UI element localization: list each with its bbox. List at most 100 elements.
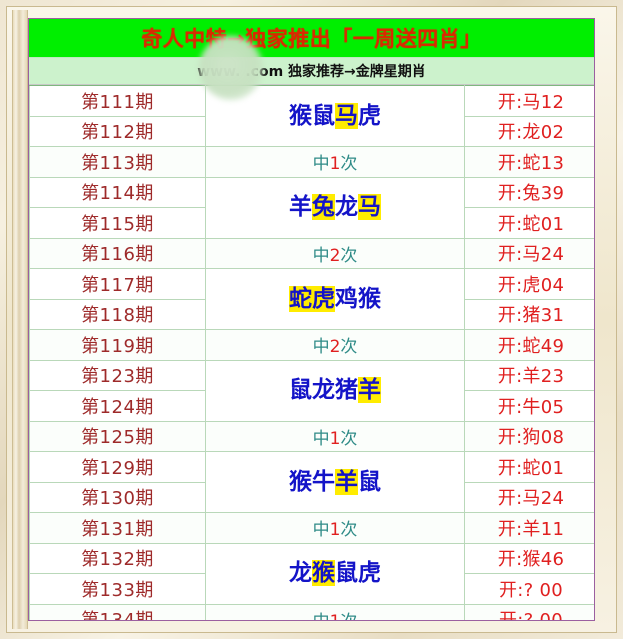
table-row: 第131期 中1次 开:羊11: [29, 512, 594, 544]
zodiac-char: 龙: [289, 560, 312, 586]
hit-prefix: 中: [313, 612, 330, 620]
sub-banner-title: www. .com 独家推荐→金牌星期肖: [197, 64, 426, 80]
period-label: 第129期: [81, 457, 154, 479]
period-label: 第118期: [81, 305, 154, 327]
hit-number: 2: [329, 337, 341, 358]
period-cell: 第117期: [29, 268, 206, 300]
zodiac-char: 猴: [289, 102, 312, 129]
open-result-cell: 开:羊23: [464, 359, 594, 391]
period-label: 第117期: [81, 274, 154, 296]
zodiac-group: 蛇虎鸡猴: [289, 285, 381, 312]
zodiac-group: 龙猴鼠虎: [289, 560, 381, 586]
zodiac-char-highlighted: 蛇: [289, 285, 312, 312]
period-label: 第112期: [81, 122, 154, 144]
table-row: 第124期 开:牛05: [29, 390, 594, 422]
period-cell: 第133期: [29, 573, 206, 605]
open-result-cell: 开:马24: [464, 481, 594, 513]
hit-number: 2: [329, 245, 341, 266]
hit-number: 1: [329, 154, 341, 175]
open-result-label: 开:猴46: [497, 549, 565, 571]
table-row: 第133期 开:? 00: [29, 573, 594, 605]
hit-number: 1: [329, 520, 341, 541]
hit-prefix: 中: [312, 245, 330, 266]
zodiac-char: 鸡: [335, 285, 358, 312]
period-cell: 第134期: [29, 603, 206, 620]
period-label: 第115期: [81, 213, 154, 235]
period-cell: 第116期: [29, 237, 206, 269]
zodiac-char-highlighted: 马: [358, 194, 381, 220]
hit-count-cell: 中2次: [205, 329, 465, 361]
zodiac-char: 鼠: [358, 468, 381, 495]
hit-prefix: 中: [312, 154, 330, 175]
zodiac-group: 羊兔龙马: [289, 194, 381, 220]
period-cell: 第132期: [29, 542, 206, 574]
zodiac-group: 猴鼠马虎: [289, 102, 381, 129]
prediction-card: 奇人中特→独家推出「一周送四肖」 www. .com 独家推荐→金牌星期肖 第1…: [28, 18, 595, 621]
hit-number: 1: [329, 428, 341, 449]
zodiac-char: 鼠: [335, 560, 358, 586]
table-row: 第123期鼠龙猪羊 开:羊23: [29, 359, 594, 422]
zodiac-char-highlighted: 虎: [312, 285, 335, 312]
period-label: 第124期: [81, 396, 154, 418]
table-row: 第116期 中2次 开:马24: [29, 237, 594, 269]
zodiac-group: 鼠龙猪羊: [289, 377, 381, 403]
open-result-cell: 开:马12: [464, 85, 594, 117]
open-result-label: 开:兔39: [497, 183, 565, 205]
hit-suffix: 次: [340, 428, 358, 449]
table-row: 第125期 中1次 开:狗08: [29, 420, 594, 452]
open-result-cell: 开:马24: [464, 237, 594, 269]
open-result-cell: 开:虎04: [464, 268, 594, 300]
period-label: 第123期: [81, 366, 154, 388]
zodiac-char-highlighted: 马: [335, 102, 358, 129]
period-label: 第116期: [81, 244, 154, 266]
open-result-cell: 开:? 00: [464, 603, 594, 620]
main-banner-title: 奇人中特→独家推出「一周送四肖」: [141, 27, 482, 51]
hit-suffix: 次: [340, 612, 357, 620]
period-label: 第125期: [81, 427, 154, 449]
zodiac-prediction-cell: 龙猴鼠虎: [205, 542, 465, 605]
hit-count-label: 中2次: [313, 337, 358, 357]
zodiac-char: 猴: [358, 285, 381, 312]
period-cell: 第118期: [29, 298, 206, 330]
table-row: 第114期羊兔龙马 开:兔39: [29, 176, 594, 239]
open-result-label: 开:马24: [497, 488, 565, 510]
open-result-label: 开:蛇01: [497, 213, 565, 235]
period-cell: 第115期: [29, 207, 206, 239]
main-banner: 奇人中特→独家推出「一周送四肖」: [29, 19, 594, 58]
open-result-label: 开:虎04: [497, 274, 565, 296]
table-row: 第115期 开:蛇01: [29, 207, 594, 239]
period-label: 第131期: [81, 518, 154, 540]
open-result-cell: 开:兔39: [464, 176, 594, 208]
hit-suffix: 次: [340, 245, 358, 266]
period-cell: 第129期: [29, 451, 206, 483]
decorative-left-ribs: [12, 10, 28, 629]
zodiac-char: 鼠: [312, 102, 335, 129]
zodiac-prediction-cell: 猴鼠马虎: [205, 85, 465, 147]
zodiac-prediction-cell: 猴牛羊鼠: [205, 451, 465, 513]
open-result-cell: 开:蛇49: [464, 329, 594, 361]
table-row: 第113期 中1次 开:蛇13: [29, 146, 594, 178]
open-result-cell: 开:狗08: [464, 420, 594, 452]
zodiac-char: 羊: [289, 194, 312, 220]
table-row: 第132期龙猴鼠虎 开:猴46: [29, 542, 594, 605]
zodiac-char-highlighted: 羊: [358, 377, 381, 403]
zodiac-group: 猴牛羊鼠: [289, 468, 381, 495]
period-cell: 第124期: [29, 390, 206, 422]
period-cell: 第131期: [29, 512, 206, 544]
open-result-cell: 开:蛇01: [464, 451, 594, 483]
open-result-label: 开:羊11: [497, 518, 565, 540]
hit-count-cell: 中1次: [205, 603, 465, 620]
period-cell: 第125期: [29, 420, 206, 452]
period-label: 第113期: [81, 152, 154, 174]
hit-count-cell: 中1次: [205, 146, 465, 178]
period-cell: 第114期: [29, 176, 206, 208]
hit-suffix: 次: [340, 520, 358, 541]
hit-suffix: 次: [340, 154, 358, 175]
period-cell: 第130期: [29, 481, 206, 513]
zodiac-char: 牛: [312, 468, 335, 495]
period-cell: 第113期: [29, 146, 206, 178]
zodiac-char: 鼠: [289, 377, 312, 403]
table-row: 第130期 开:马24: [29, 481, 594, 513]
zodiac-char: 虎: [358, 560, 381, 586]
hit-prefix: 中: [312, 428, 330, 449]
